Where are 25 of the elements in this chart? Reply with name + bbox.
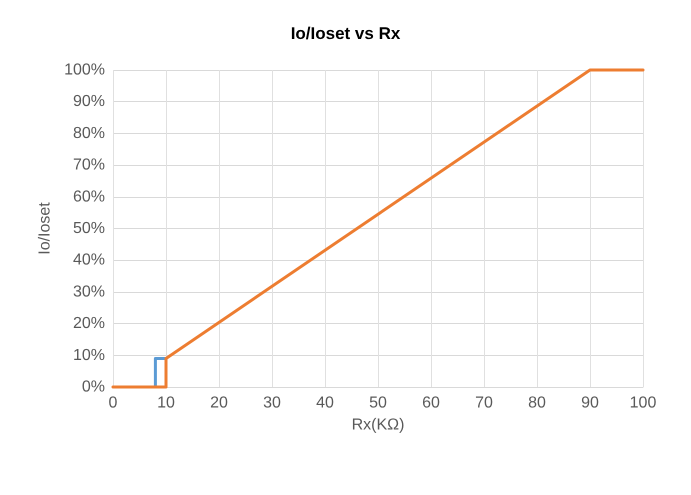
x-tick-label: 70 <box>475 394 493 412</box>
chart-title: Io/Ioset vs Rx <box>290 24 401 43</box>
x-tick-label: 10 <box>157 394 175 412</box>
x-tick-label: 20 <box>210 394 228 412</box>
x-tick-label: 90 <box>581 394 599 412</box>
x-tick-label: 40 <box>316 394 334 412</box>
x-tick-label: 100 <box>630 394 656 412</box>
x-tick-label: 60 <box>422 394 440 412</box>
y-tick-label: 20% <box>72 315 105 332</box>
y-tick-label: 70% <box>72 156 105 174</box>
y-tick-label: 80% <box>72 124 105 142</box>
x-tick-label: 50 <box>369 394 387 412</box>
x-tick-label: 80 <box>528 394 546 412</box>
y-axis-title: Io/Ioset <box>36 202 54 255</box>
x-tick-label: 0 <box>108 394 118 412</box>
x-axis-title: Rx(KΩ) <box>352 416 404 434</box>
y-tick-label: 100% <box>64 62 105 78</box>
y-tick-label: 40% <box>72 252 105 269</box>
y-tick-label: 90% <box>72 93 105 110</box>
y-tick-label: 10% <box>72 346 105 364</box>
x-tick-label: 30 <box>263 394 281 412</box>
y-tick-label: 60% <box>72 188 105 206</box>
y-tick-label: 0% <box>82 378 105 396</box>
y-tick-label: 30% <box>72 283 105 300</box>
y-tick-label: 50% <box>72 220 105 237</box>
